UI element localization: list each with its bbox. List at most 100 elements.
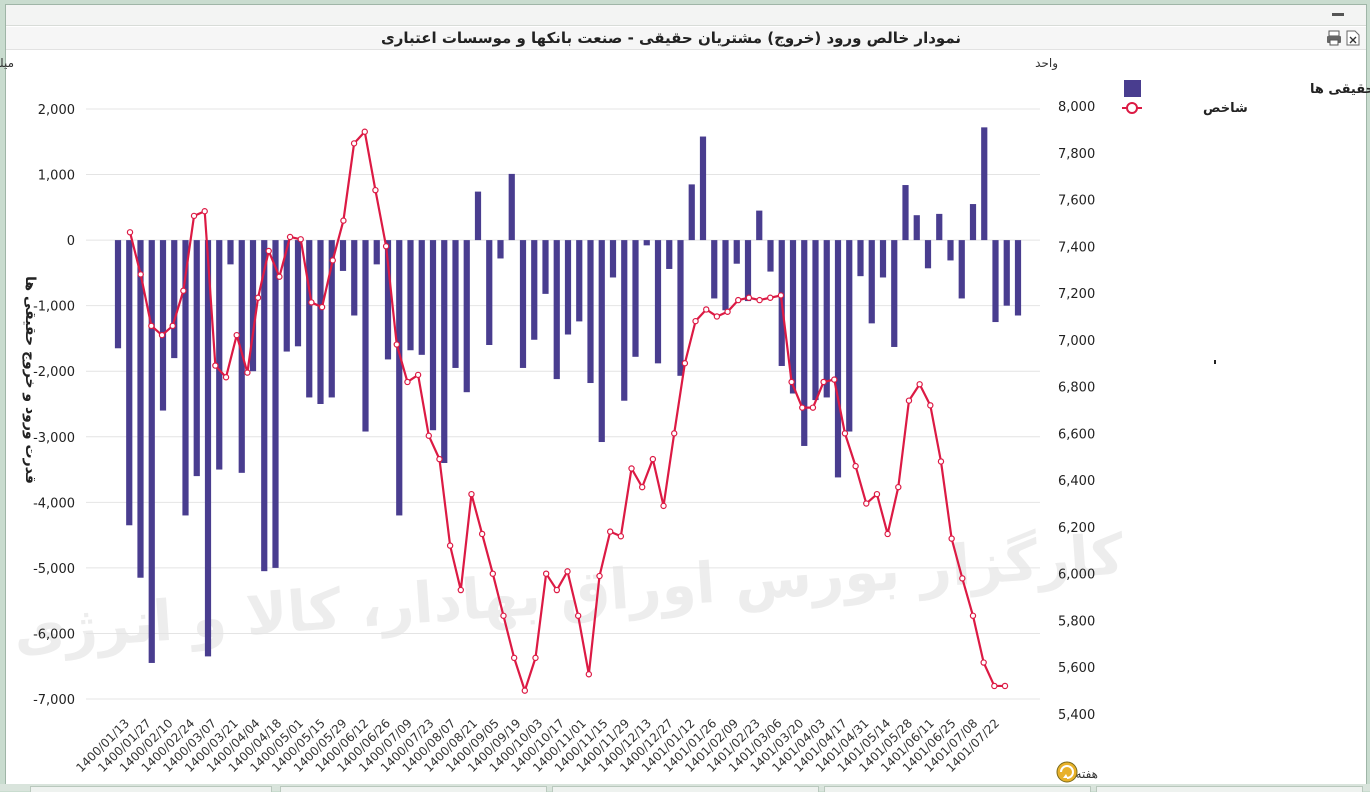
- bar: [261, 240, 268, 572]
- y2-tick-label: 5,600: [1058, 661, 1095, 676]
- y-tick-label: -7,000: [33, 693, 75, 708]
- tab-stub[interactable]: [1096, 786, 1363, 792]
- index-point: [457, 586, 464, 594]
- index-point: [756, 296, 763, 304]
- y-tick-label: -3,000: [33, 431, 75, 446]
- y2-tick-label: 6,600: [1058, 427, 1095, 442]
- bar: [609, 240, 617, 278]
- index-point: [393, 341, 400, 348]
- bar: [992, 240, 999, 323]
- refresh-icon[interactable]: [1056, 761, 1078, 783]
- bar: [148, 240, 155, 663]
- index-point: [831, 376, 838, 383]
- bar: [272, 240, 279, 568]
- index-point: [286, 233, 294, 241]
- legend-swatch-bar: [1124, 80, 1141, 97]
- tab-stub[interactable]: [280, 786, 547, 792]
- bar: [463, 240, 470, 393]
- index-point: [180, 287, 187, 294]
- index-point: [788, 378, 795, 386]
- y-unit-label: میلیارد ریال: [0, 56, 14, 71]
- y2-tick-label: 7,600: [1058, 194, 1095, 209]
- minimize-icon[interactable]: [1332, 13, 1344, 16]
- index-point: [585, 671, 593, 678]
- y2-tick-label: 6,400: [1058, 474, 1095, 489]
- index-point: [873, 490, 881, 498]
- bar: [159, 240, 167, 411]
- bar: [553, 240, 560, 380]
- y2-tick-label: 6,800: [1058, 381, 1095, 396]
- index-point: [660, 502, 667, 510]
- index-point: [382, 243, 390, 250]
- bar: [283, 240, 290, 352]
- index-point: [724, 308, 731, 315]
- index-point: [148, 322, 155, 330]
- bar: [306, 240, 313, 398]
- y2-tick-label: 8,000: [1058, 100, 1095, 115]
- index-point: [799, 404, 806, 411]
- bar: [249, 240, 257, 372]
- bar: [767, 240, 774, 272]
- export-icon[interactable]: [1346, 30, 1360, 46]
- index-point: [884, 530, 891, 538]
- bar: [531, 240, 538, 340]
- index-point: [329, 257, 336, 264]
- bar: [486, 240, 493, 345]
- bar: [846, 240, 853, 432]
- bar: [542, 240, 549, 294]
- y-tick-label: -4,000: [33, 496, 75, 511]
- y-tick-label: 0: [67, 234, 75, 249]
- index-point: [916, 381, 923, 388]
- legend-marker: [1126, 102, 1138, 114]
- index-point: [863, 500, 870, 507]
- index-point: [425, 432, 432, 439]
- index-point: [895, 483, 902, 491]
- index-point: [905, 397, 913, 404]
- index-point: [308, 299, 315, 306]
- y2-tick-label: 5,800: [1058, 614, 1095, 629]
- index-point: [574, 612, 582, 619]
- index-point: [212, 362, 219, 369]
- index-point: [948, 535, 955, 542]
- index-point: [1001, 682, 1009, 690]
- y2-tick-label: 7,000: [1058, 334, 1095, 349]
- bar: [519, 240, 527, 368]
- bar: [789, 240, 797, 394]
- index-point: [254, 294, 262, 301]
- bar: [216, 240, 223, 470]
- bar: [711, 240, 718, 299]
- index-point: [980, 659, 987, 666]
- y-tick-label: -5,000: [33, 562, 75, 577]
- y2-tick-label: 7,200: [1058, 287, 1095, 302]
- bar: [598, 240, 605, 443]
- bar: [981, 127, 988, 241]
- index-point: [137, 271, 144, 278]
- bar: [733, 240, 740, 264]
- tab-stub[interactable]: [30, 786, 272, 792]
- bar: [654, 240, 662, 364]
- tab-stub[interactable]: [824, 786, 1091, 792]
- bar: [441, 240, 448, 463]
- y2-tick-label: 5,400: [1058, 708, 1095, 723]
- x-axis-title: هفته: [1076, 767, 1098, 781]
- legend-label-line: شاخص: [1203, 101, 1248, 116]
- index-point: [190, 212, 198, 220]
- index-point: [222, 374, 230, 381]
- index-point: [542, 570, 550, 577]
- bar: [643, 240, 650, 246]
- tab-stub[interactable]: [552, 786, 819, 792]
- index-point: [606, 528, 614, 535]
- bar: [227, 240, 234, 265]
- bar: [587, 240, 594, 384]
- index-point: [521, 687, 529, 694]
- bar: [396, 240, 403, 516]
- print-icon[interactable]: [1326, 30, 1342, 46]
- index-point: [553, 586, 561, 594]
- index-point: [649, 455, 657, 463]
- index-point: [809, 404, 817, 411]
- index-point: [596, 572, 603, 580]
- chart-window: نمودار خالص ورود (خروج) مشتریان حقیقی - …: [5, 4, 1367, 788]
- index-point: [489, 570, 497, 577]
- index-point: [500, 612, 507, 619]
